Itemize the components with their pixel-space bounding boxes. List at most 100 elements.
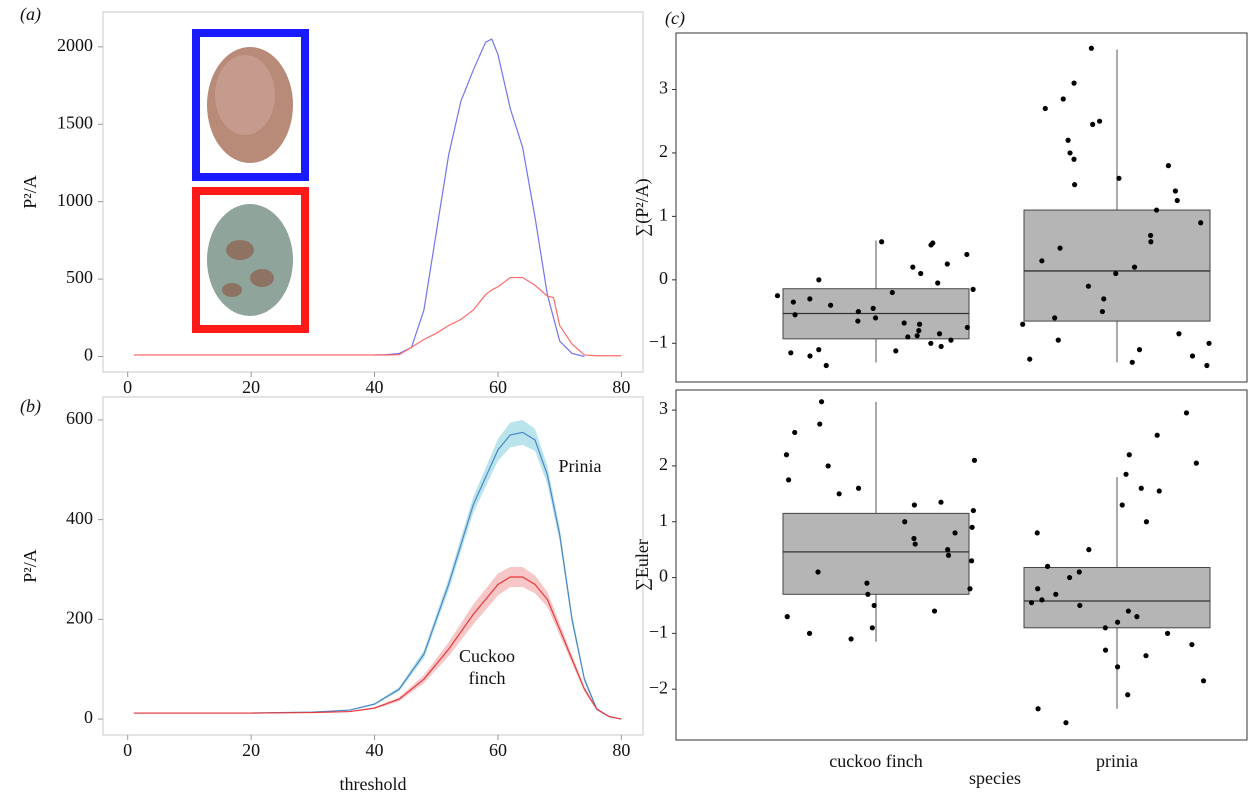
point	[1071, 156, 1077, 162]
series-line	[374, 38, 585, 358]
point	[872, 315, 879, 321]
point	[1090, 121, 1096, 127]
y-axis-label: P²/A	[20, 549, 40, 582]
point	[1027, 356, 1033, 362]
plot-frame	[102, 396, 644, 736]
point	[1154, 432, 1160, 438]
point	[1055, 337, 1061, 343]
point	[1039, 258, 1045, 264]
x-tick-label: prinia	[1096, 751, 1138, 771]
point	[1116, 175, 1122, 181]
series-line	[133, 431, 622, 720]
y-tick-label: 2	[659, 141, 668, 161]
x-tick-label: cuckoo finch	[829, 751, 922, 771]
point	[905, 334, 911, 340]
series-line	[133, 276, 622, 357]
x-tick-label: 20	[242, 740, 260, 760]
y-tick-label: 2000	[57, 35, 93, 55]
point	[1164, 630, 1171, 636]
point	[1077, 602, 1083, 609]
point	[785, 477, 792, 483]
point	[1204, 362, 1210, 369]
point	[1067, 574, 1073, 581]
y-tick-label: 0	[84, 345, 93, 365]
point	[1126, 452, 1132, 458]
point	[970, 286, 976, 292]
point	[816, 347, 822, 353]
point	[807, 296, 813, 302]
annotation: Cuckoo	[459, 646, 515, 666]
y-tick-label: 1	[659, 510, 668, 530]
point	[964, 251, 970, 258]
point	[1028, 600, 1035, 606]
point	[1063, 720, 1069, 726]
x-tick-label: 20	[242, 377, 260, 397]
point	[1102, 625, 1108, 631]
x-axis-label: threshold	[340, 774, 407, 793]
point	[823, 362, 829, 369]
point	[910, 264, 916, 270]
point	[1129, 359, 1135, 365]
point	[815, 569, 821, 575]
point	[930, 240, 936, 246]
point	[931, 608, 938, 614]
point	[1206, 340, 1212, 346]
x-tick-label: 40	[366, 740, 384, 760]
point	[828, 302, 834, 308]
point	[869, 625, 875, 631]
point	[1067, 150, 1073, 156]
point	[848, 636, 854, 642]
point	[1153, 207, 1160, 213]
y-tick-label: 400	[66, 508, 93, 528]
y-tick-label: 0	[659, 566, 668, 586]
point	[936, 331, 943, 337]
point	[865, 591, 871, 597]
point	[817, 421, 823, 427]
series-line	[133, 576, 622, 720]
point	[784, 614, 790, 620]
point	[1198, 220, 1204, 226]
point	[1134, 614, 1140, 620]
point	[1044, 563, 1051, 569]
plot-frame	[675, 32, 1248, 383]
point	[1101, 296, 1107, 302]
point	[1119, 502, 1125, 508]
annotation: Prinia	[559, 456, 602, 476]
point	[790, 299, 796, 305]
point	[774, 293, 781, 299]
point	[1138, 485, 1144, 491]
point	[1156, 488, 1162, 494]
y-tick-label: −2	[649, 677, 668, 697]
point	[912, 541, 918, 547]
point	[911, 502, 917, 508]
point	[1189, 353, 1196, 359]
point	[1176, 331, 1182, 337]
point	[864, 580, 870, 586]
point	[1057, 245, 1063, 251]
panel-label: (c)	[665, 8, 685, 29]
point	[916, 328, 922, 334]
box	[1023, 209, 1211, 322]
point	[1071, 80, 1077, 86]
point	[944, 261, 950, 267]
point	[1147, 232, 1154, 239]
point	[783, 452, 790, 458]
point	[938, 499, 944, 505]
point	[901, 320, 907, 326]
egg-highlight	[215, 55, 275, 135]
point	[1172, 188, 1178, 194]
point	[1174, 197, 1180, 204]
x-tick-label: 80	[612, 377, 630, 397]
point	[970, 507, 976, 514]
point	[1085, 283, 1092, 289]
point	[816, 277, 822, 283]
point	[1189, 641, 1195, 648]
annotation: finch	[469, 668, 506, 688]
point	[1183, 410, 1190, 416]
y-axis-label: ∑(P²/A)	[632, 178, 653, 236]
y-tick-label: 2	[659, 454, 668, 474]
point	[964, 324, 970, 331]
y-tick-label: 3	[659, 398, 668, 418]
point	[1053, 591, 1059, 597]
